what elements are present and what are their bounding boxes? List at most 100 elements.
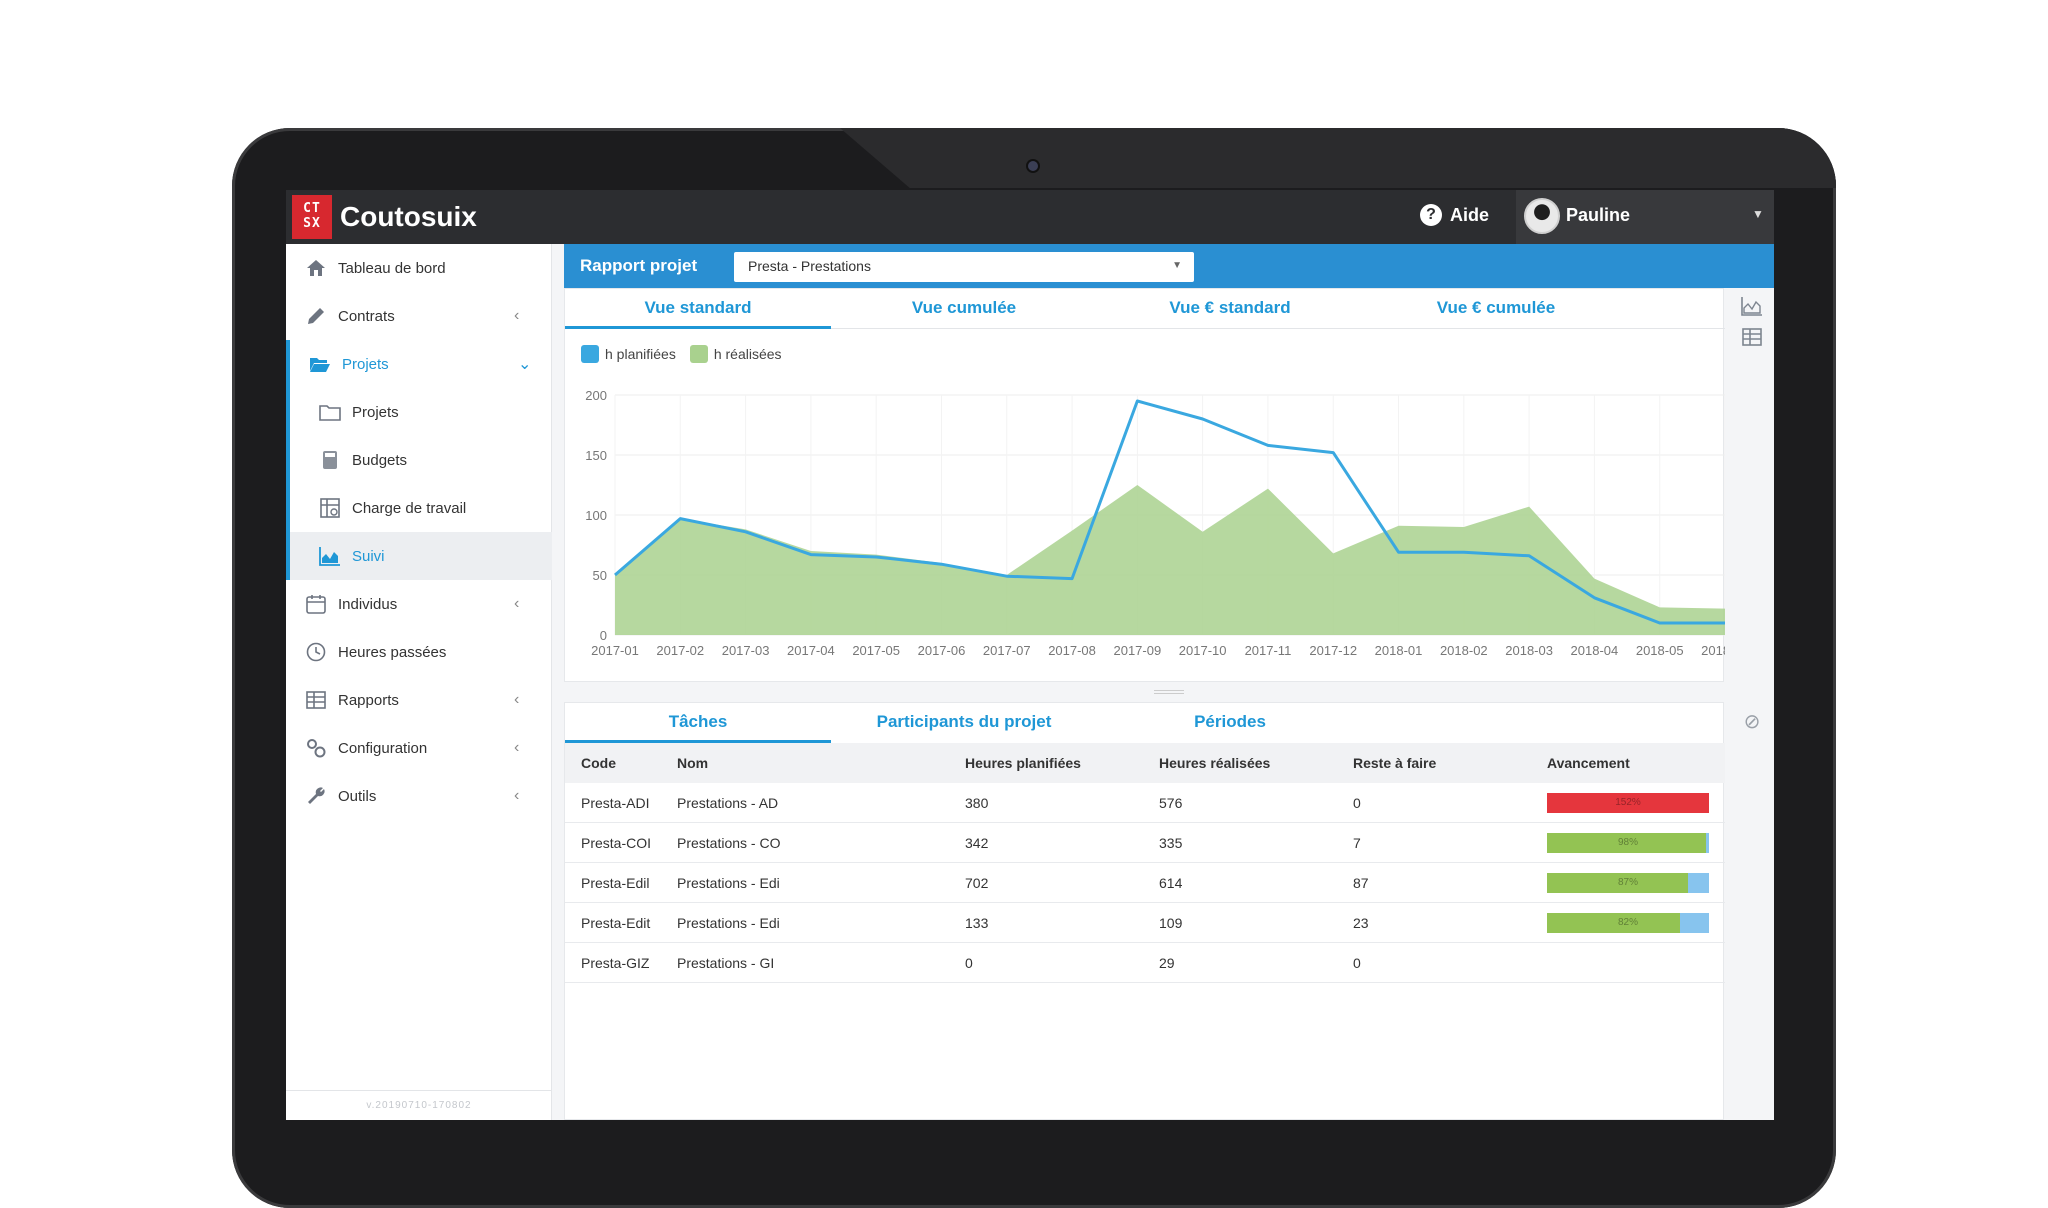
x-tick-label: 2018-03 <box>1505 643 1553 658</box>
sidebar-subitem-workload[interactable]: Charge de travail <box>286 484 552 532</box>
sidebar-item-label: Heures passées <box>338 643 447 661</box>
sidebar-subitem-budgets[interactable]: Budgets <box>286 436 552 484</box>
legend-swatch <box>581 345 599 363</box>
user-menu[interactable]: Pauline ▼ <box>1516 190 1774 244</box>
chevron-left-icon: ‹ <box>514 307 520 324</box>
version-label: v.20190710-170802 <box>286 1090 552 1120</box>
x-tick-label: 2017-05 <box>852 643 900 658</box>
cell-name: Prestations - CO <box>677 835 781 851</box>
sidebar-subitem-projects[interactable]: Projets <box>286 388 552 436</box>
progress-bar: 82% <box>1547 913 1709 933</box>
legend-label: h planifiées <box>605 346 676 362</box>
workload-icon <box>318 496 342 520</box>
column-header-done[interactable]: Heures réalisées <box>1159 755 1271 771</box>
tab-periods[interactable]: Périodes <box>1194 712 1266 731</box>
chart-view-icon[interactable] <box>1740 296 1764 320</box>
x-tick-label: 2017-11 <box>1245 643 1292 658</box>
question-circle-icon: ? <box>1420 204 1442 226</box>
y-tick-label: 100 <box>585 508 607 523</box>
progress-bar-fill <box>1547 913 1680 933</box>
sidebar-item-reports[interactable]: Rapports ‹ <box>286 676 552 724</box>
x-tick-label: 2018-04 <box>1571 643 1619 658</box>
sidebar-item-hours[interactable]: Heures passées <box>286 628 552 676</box>
y-tick-label: 150 <box>585 448 607 463</box>
x-tick-label: 2017-08 <box>1048 643 1096 658</box>
legend-item-planned[interactable]: h planifiées <box>581 345 676 363</box>
wrench-icon <box>304 784 328 808</box>
chevron-left-icon: ‹ <box>514 787 520 804</box>
tab-participants[interactable]: Participants du projet <box>876 712 1052 731</box>
tab-euro-cumulative-view[interactable]: Vue € cumulée <box>1436 298 1556 317</box>
cell-planned: 342 <box>965 835 989 851</box>
help-button[interactable]: ? Aide <box>1420 204 1489 226</box>
legend-label: h réalisées <box>713 346 782 362</box>
tab-cumulative-view[interactable]: Vue cumulée <box>911 298 1017 317</box>
app-logo[interactable]: CT SX <box>292 195 332 239</box>
x-tick-label: 2017-02 <box>656 643 704 658</box>
x-tick-label: 2017-01 <box>591 643 639 658</box>
table-row[interactable]: Presta-Edit Prestations - Edi 133 109 23 82% <box>565 903 1725 943</box>
cell-planned: 133 <box>965 915 989 931</box>
chart-tabs: Vue standard Vue cumulée Vue € standard … <box>565 289 1725 329</box>
cell-done: 614 <box>1159 875 1183 891</box>
sidebar-item-label: Tableau de bord <box>338 259 446 277</box>
x-tick-label: 2018-02 <box>1440 643 1488 658</box>
resize-handle[interactable] <box>1154 690 1184 694</box>
x-tick-label: 2017-12 <box>1309 643 1357 658</box>
column-header-remaining[interactable]: Reste à faire <box>1353 755 1437 771</box>
table-row[interactable]: Presta-Edil Prestations - Edi 702 614 87 87% <box>565 863 1725 903</box>
sidebar-item-tools[interactable]: Outils ‹ <box>286 772 552 820</box>
main-content: Rapport projet Presta - Prestations ▼ Vu… <box>564 244 1774 1120</box>
cell-done: 576 <box>1159 795 1183 811</box>
progress-label: 82% <box>1617 917 1638 928</box>
tab-standard-view[interactable]: Vue standard <box>565 289 831 329</box>
home-icon <box>304 256 328 280</box>
column-header-code[interactable]: Code <box>581 755 616 771</box>
table-icon <box>304 688 328 712</box>
progress-label: 152% <box>1615 797 1641 808</box>
cell-done: 109 <box>1159 915 1183 931</box>
top-bar: CT SX Coutosuix ? Aide Pauline ▼ <box>286 190 1774 244</box>
table-row[interactable]: Presta-ADI Prestations - AD 380 576 0 152% <box>565 783 1725 823</box>
sidebar-item-projects[interactable]: Projets ⌄ <box>286 340 552 388</box>
series-area-done <box>615 485 1725 635</box>
app-title[interactable]: Coutosuix <box>340 201 477 232</box>
sidebar-subitem-tracking[interactable]: Suivi <box>286 532 552 580</box>
column-header-progress[interactable]: Avancement <box>1547 755 1630 771</box>
tab-tasks[interactable]: Tâches <box>565 703 831 743</box>
sidebar-item-label: Projets <box>342 355 389 373</box>
chart-tools <box>1730 288 1774 388</box>
sidebar-item-label: Outils <box>338 787 377 805</box>
cell-name: Prestations - Edi <box>677 915 780 931</box>
table-view-icon[interactable] <box>1740 328 1764 352</box>
chevron-left-icon: ‹ <box>514 691 520 708</box>
table-row[interactable]: Presta-COI Prestations - CO 342 335 7 98% <box>565 823 1725 863</box>
legend-item-done[interactable]: h réalisées <box>689 345 782 363</box>
y-tick-label: 0 <box>600 628 607 643</box>
folder-icon <box>318 400 342 424</box>
cell-remaining: 0 <box>1353 955 1361 971</box>
sidebar-item-label: Rapports <box>338 691 399 709</box>
progress-bar: 87% <box>1547 873 1709 893</box>
cell-planned: 380 <box>965 795 989 811</box>
cell-code: Presta-COI <box>581 835 652 851</box>
sidebar-item-dashboard[interactable]: Tableau de bord <box>286 244 552 292</box>
sidebar-item-configuration[interactable]: Configuration ‹ <box>286 724 552 772</box>
report-title: Rapport projet <box>580 256 698 275</box>
progress-label: 98% <box>1617 837 1638 848</box>
sidebar-item-individuals[interactable]: Individus ‹ <box>286 580 552 628</box>
tab-euro-standard-view[interactable]: Vue € standard <box>1169 298 1291 317</box>
ban-icon[interactable]: ⊘ <box>1743 711 1761 733</box>
sidebar-item-label: Projets <box>352 403 399 421</box>
calculator-icon <box>318 448 342 472</box>
series-line-planned <box>614 399 1725 625</box>
sidebar-item-contracts[interactable]: Contrats ‹ <box>286 292 552 340</box>
project-select[interactable]: Presta - Prestations ▼ <box>734 252 1194 282</box>
sidebar: Tableau de bord Contrats ‹ Projets ⌄ Pro… <box>286 244 552 1120</box>
hours-chart: 0 50 100 150 200 2017-01 2017-02 2017-03 2017-04… <box>585 388 1725 658</box>
column-header-name[interactable]: Nom <box>677 755 709 771</box>
x-tick-label: 2018-05 <box>1636 643 1684 658</box>
x-tick-label: 2017-07 <box>983 643 1031 658</box>
table-row[interactable]: Presta-GIZ Prestations - GI 0 29 0 <box>565 943 1725 983</box>
column-header-planned[interactable]: Heures planifiées <box>965 755 1081 771</box>
